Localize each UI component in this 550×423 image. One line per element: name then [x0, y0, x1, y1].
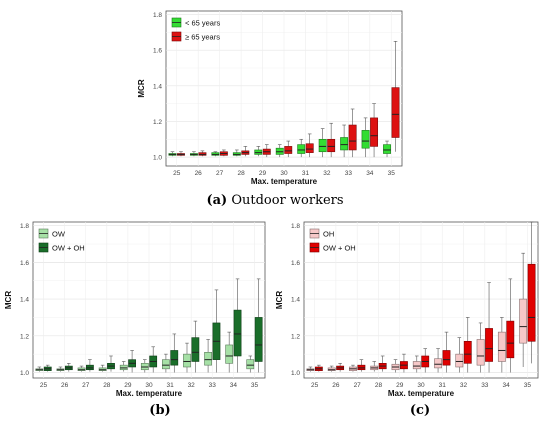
x-tick-label: 31	[302, 170, 310, 177]
box-young	[318, 138, 327, 153]
y-tick-label: 1.4	[153, 83, 162, 90]
y-tick-label: 1.4	[291, 297, 300, 304]
y-tick-label: 1.8	[20, 223, 29, 230]
x-tick-label: 29	[124, 382, 132, 389]
box-owoh_red	[527, 263, 536, 342]
y-tick-label: 1.2	[20, 333, 29, 340]
box-old	[305, 143, 314, 153]
x-tick-label: 32	[460, 382, 468, 389]
x-axis-label: Max. temperature	[251, 177, 318, 186]
box-owoh_red	[485, 328, 493, 362]
x-tick-label: 30	[280, 170, 288, 177]
x-tick-label: 27	[82, 382, 90, 389]
box-ow	[246, 359, 255, 370]
box-young	[340, 137, 349, 151]
x-tick-label: 25	[311, 382, 319, 389]
x-tick-label: 26	[61, 382, 69, 389]
legend-label: ≥ 65 years	[185, 33, 220, 42]
caption-b: (b)	[149, 403, 171, 418]
box-oh_pink	[519, 298, 528, 344]
y-tick-label: 1.6	[20, 260, 29, 267]
box-young	[297, 144, 306, 154]
x-tick-label: 34	[502, 382, 510, 389]
y-tick-label: 1.0	[153, 155, 162, 162]
legend-label: OW + OH	[323, 244, 356, 253]
x-tick-label: 31	[166, 382, 174, 389]
box-owoh_green	[170, 350, 179, 366]
box-old	[391, 87, 400, 138]
box-old	[370, 117, 379, 147]
x-tick-label: 25	[40, 382, 48, 389]
box-old	[284, 146, 293, 154]
y-tick-label: 1.4	[20, 297, 29, 304]
caption-a: (a) Outdoor workers	[206, 193, 344, 208]
chart-c: 1.0 1.2 1.4 1.6 1.8 25 26 27 28 29 30 31 32 33 34 35 Max…	[275, 221, 539, 398]
x-tick-label: 28	[237, 170, 245, 177]
y-tick-label: 1.6	[153, 48, 162, 55]
x-tick-label: 30	[417, 382, 425, 389]
x-tick-label: 27	[354, 382, 362, 389]
x-tick-label: 28	[375, 382, 383, 389]
x-tick-label: 35	[524, 382, 532, 389]
x-tick-label: 29	[259, 170, 267, 177]
x-tick-label: 26	[195, 170, 203, 177]
x-tick-label: 30	[145, 382, 153, 389]
x-tick-label: 33	[481, 382, 489, 389]
x-tick-label: 31	[439, 382, 447, 389]
box-young	[383, 144, 391, 154]
box-ow	[225, 344, 234, 364]
box-ow	[204, 352, 212, 366]
x-tick-label: 34	[230, 382, 238, 389]
y-tick-label: 1.0	[291, 370, 300, 377]
y-tick-label: 1.2	[153, 119, 162, 126]
box-oh_pink	[476, 339, 485, 366]
chart-b: 1.0 1.2 1.4 1.6 1.8 25 26 27 28 29 30 31 32 33 34 35 Max…	[4, 221, 266, 398]
y-tick-label: 1.0	[20, 370, 29, 377]
chart-a: 1.0 1.2 1.4 1.6 1.8 25 26 27 28 29 30 31 32 33 34 35 Max…	[137, 10, 403, 186]
x-tick-label: 35	[388, 170, 396, 177]
caption-c: (c)	[409, 403, 431, 418]
y-tick-label: 1.8	[153, 12, 162, 19]
box-owoh_red	[442, 350, 451, 366]
x-tick-label: 26	[332, 382, 340, 389]
box-owoh_green	[254, 317, 263, 362]
box-owoh_red	[463, 340, 472, 364]
y-tick-label: 1.2	[291, 333, 300, 340]
x-tick-label: 33	[345, 170, 353, 177]
y-tick-label: 1.8	[291, 223, 300, 230]
x-axis-label: Max. temperature	[116, 389, 183, 398]
box-owoh_green	[233, 309, 242, 357]
x-tick-label: 34	[366, 170, 374, 177]
y-axis-label: MCR	[137, 79, 146, 97]
box-oh_pink	[455, 353, 464, 368]
box-oh_pink	[434, 358, 442, 369]
box-ow	[162, 359, 170, 370]
x-tick-label: 32	[188, 382, 196, 389]
legend-label: OW	[52, 230, 66, 239]
x-tick-label: 33	[209, 382, 217, 389]
legend-label: OH	[323, 230, 334, 239]
box-owoh_green	[191, 337, 200, 362]
box-old	[327, 138, 336, 153]
legend-label: < 65 years	[185, 19, 220, 28]
y-axis-label: MCR	[4, 291, 13, 309]
legend-label: OW + OH	[52, 244, 85, 253]
x-tick-label: 25	[173, 170, 181, 177]
x-axis-label: Max. temperature	[388, 389, 455, 398]
box-owoh_red	[506, 320, 515, 359]
y-axis-label: MCR	[275, 291, 284, 309]
box-oh_pink	[412, 361, 421, 370]
x-tick-label: 27	[216, 170, 224, 177]
x-tick-label: 28	[103, 382, 111, 389]
box-old	[348, 124, 357, 151]
x-tick-label: 35	[251, 382, 259, 389]
y-tick-label: 1.6	[291, 260, 300, 267]
box-ow	[183, 353, 191, 368]
box-young	[361, 130, 370, 149]
box-oh_pink	[497, 331, 506, 362]
x-tick-label: 32	[323, 170, 331, 177]
x-tick-label: 29	[396, 382, 404, 389]
